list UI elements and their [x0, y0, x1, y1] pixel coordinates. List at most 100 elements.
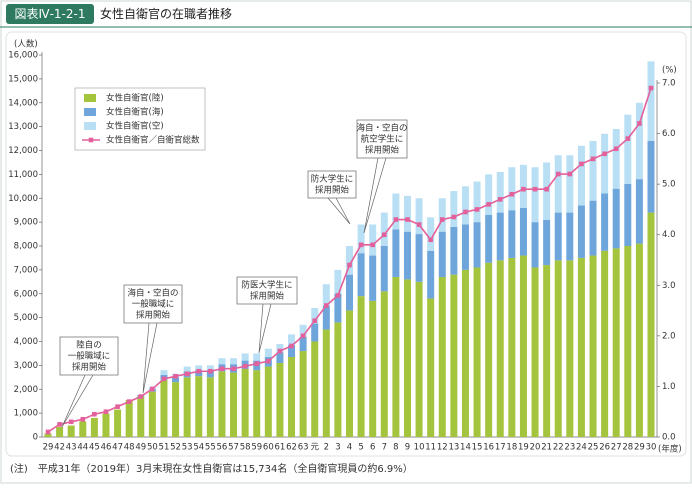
ratio-marker — [231, 366, 236, 372]
ratio-marker — [579, 161, 584, 167]
bar — [264, 366, 272, 437]
bar — [485, 262, 493, 437]
bar — [369, 224, 377, 256]
callout-text: 防医大学生に — [241, 280, 292, 291]
callout-text: 一般職域に — [132, 299, 175, 310]
x-tick-label: 2 — [324, 443, 329, 453]
x-tick-label: 47 — [112, 443, 123, 453]
x-tick-label: 4 — [347, 443, 352, 453]
x-tick-label: 18 — [506, 443, 517, 453]
bar — [624, 183, 632, 246]
x-tick-label: 53 — [182, 443, 193, 453]
callout-box — [123, 284, 183, 324]
bar — [322, 329, 330, 437]
x-tick-label: 23 — [564, 443, 575, 453]
bar — [508, 257, 516, 437]
callout-pointer — [61, 374, 94, 428]
bar — [56, 426, 64, 437]
bar — [346, 310, 353, 437]
bar — [299, 351, 307, 437]
x-tick-label: 58 — [240, 443, 251, 453]
bar — [392, 229, 400, 278]
bar — [415, 281, 423, 437]
bar — [566, 260, 574, 437]
legend-label: 女性自衛官／自衛官総数 — [106, 135, 200, 146]
bar — [496, 260, 504, 437]
bar — [496, 212, 504, 261]
ratio-marker — [115, 404, 120, 409]
x-tick-label: 11 — [425, 443, 436, 453]
y2-tick-label: 4.0 — [662, 230, 676, 240]
bar — [461, 269, 469, 437]
bar — [647, 212, 655, 437]
bar — [496, 171, 504, 213]
bar — [450, 226, 458, 275]
legend-label: 女性自衛官(海) — [106, 107, 164, 118]
bar — [438, 231, 446, 278]
bar — [230, 358, 238, 365]
bar — [438, 277, 446, 437]
bar — [543, 219, 551, 266]
x-tick-label: 61 — [275, 443, 286, 453]
ratio-marker — [451, 214, 457, 220]
bar — [276, 343, 284, 353]
bar — [195, 365, 203, 371]
bar — [508, 167, 516, 211]
bar — [253, 353, 261, 361]
x-tick-label: 13 — [448, 443, 459, 453]
note: (注) 平成31年（2019年）3月末現在女性自衛官は15,734名（全自衛官現… — [10, 462, 413, 475]
ratio-marker — [68, 419, 74, 425]
bar — [125, 399, 133, 437]
ratio-marker — [92, 411, 97, 417]
x-tick-label: 3 — [335, 443, 340, 453]
callout-text: 一般職域に — [68, 351, 111, 362]
bar — [624, 114, 632, 184]
bar — [195, 376, 203, 437]
bar — [403, 195, 411, 232]
x-tick-label: 5 — [358, 443, 363, 453]
bar — [577, 257, 585, 437]
ratio-marker — [126, 399, 132, 404]
y2-tick-label: 5.0 — [662, 180, 676, 190]
y-tick-label: 2,000 — [14, 385, 38, 395]
ratio-marker — [521, 186, 526, 192]
y-tick-label: 10,000 — [8, 194, 38, 204]
bar — [589, 255, 597, 437]
bar — [114, 409, 122, 437]
bar — [450, 191, 458, 227]
callout-pointer — [142, 322, 158, 394]
x-tick-label: 25 — [588, 443, 599, 453]
bar — [427, 217, 435, 251]
bar — [299, 324, 307, 337]
y-tick-label: 4,000 — [14, 337, 38, 347]
ratio-marker — [324, 303, 329, 308]
bar — [415, 198, 423, 235]
x-tick-label: 42 — [54, 443, 65, 453]
ratio-marker — [312, 318, 318, 323]
x-tick-label: 28 — [622, 443, 633, 453]
ratio-marker — [497, 197, 503, 202]
y-tick-label: 16,000 — [8, 51, 38, 61]
bar — [380, 246, 388, 292]
y-tick-label: 1,000 — [14, 409, 38, 419]
bar — [647, 61, 655, 141]
bar — [183, 366, 191, 372]
ratio-marker — [242, 363, 248, 369]
bar — [473, 222, 481, 268]
bar — [172, 377, 180, 383]
bar — [438, 198, 446, 232]
ratio-marker — [439, 217, 445, 222]
ratio-marker — [219, 366, 225, 372]
x-tick-label: 54 — [193, 443, 204, 453]
y-tick-label: 3,000 — [14, 361, 38, 371]
y2-tick-label: 2.0 — [662, 331, 676, 341]
x-tick-label: 43 — [66, 443, 77, 453]
ratio-marker — [613, 146, 619, 152]
bar — [380, 212, 388, 246]
bar — [206, 365, 214, 371]
x-axis-label: (年度) — [658, 444, 682, 455]
bar — [531, 167, 539, 223]
bar — [543, 265, 551, 437]
x-tick-label: 57 — [228, 443, 239, 453]
